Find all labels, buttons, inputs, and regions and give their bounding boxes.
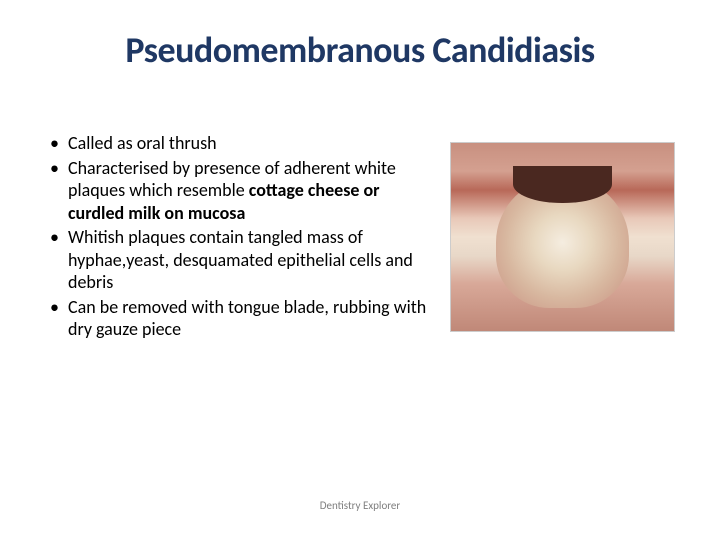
bullet-item: Characterised by presence of adherent wh… [50, 157, 430, 225]
bullet-item: Called as oral thrush [50, 132, 430, 155]
bullet-item: Can be removed with tongue blade, rubbin… [50, 296, 430, 341]
bullet-item: Whitish plaques contain tangled mass of … [50, 226, 430, 294]
content-area: Called as oral thrush Characterised by p… [0, 82, 720, 343]
slide-title: Pseudomembranous Candidiasis [0, 0, 720, 82]
footer-text: Dentistry Explorer [0, 499, 720, 512]
bullet-list: Called as oral thrush Characterised by p… [30, 132, 430, 343]
clinical-image [450, 142, 675, 332]
